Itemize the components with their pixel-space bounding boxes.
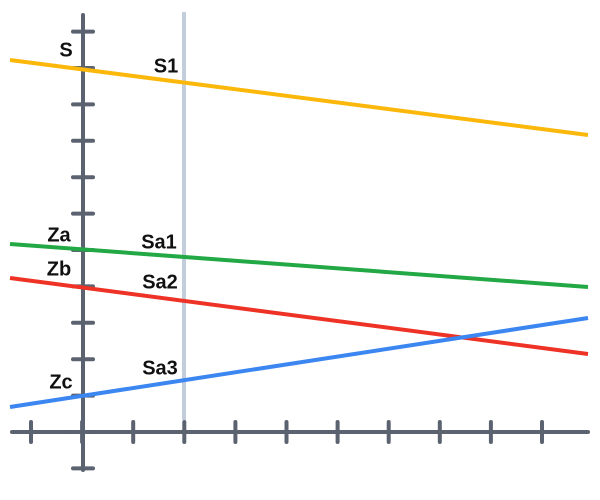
label: S1 bbox=[154, 55, 178, 77]
red-line bbox=[9, 276, 589, 356]
label: Sa2 bbox=[142, 271, 178, 293]
blue-line bbox=[9, 316, 589, 409]
yellow-line bbox=[9, 58, 589, 137]
label: Zc bbox=[49, 371, 72, 393]
ticks bbox=[29, 29, 544, 471]
label: Sa3 bbox=[142, 357, 178, 379]
label: Zb bbox=[47, 258, 71, 280]
label: S bbox=[59, 39, 72, 61]
label: Za bbox=[47, 224, 71, 246]
label: Sa1 bbox=[141, 231, 177, 253]
green-line bbox=[9, 242, 589, 289]
